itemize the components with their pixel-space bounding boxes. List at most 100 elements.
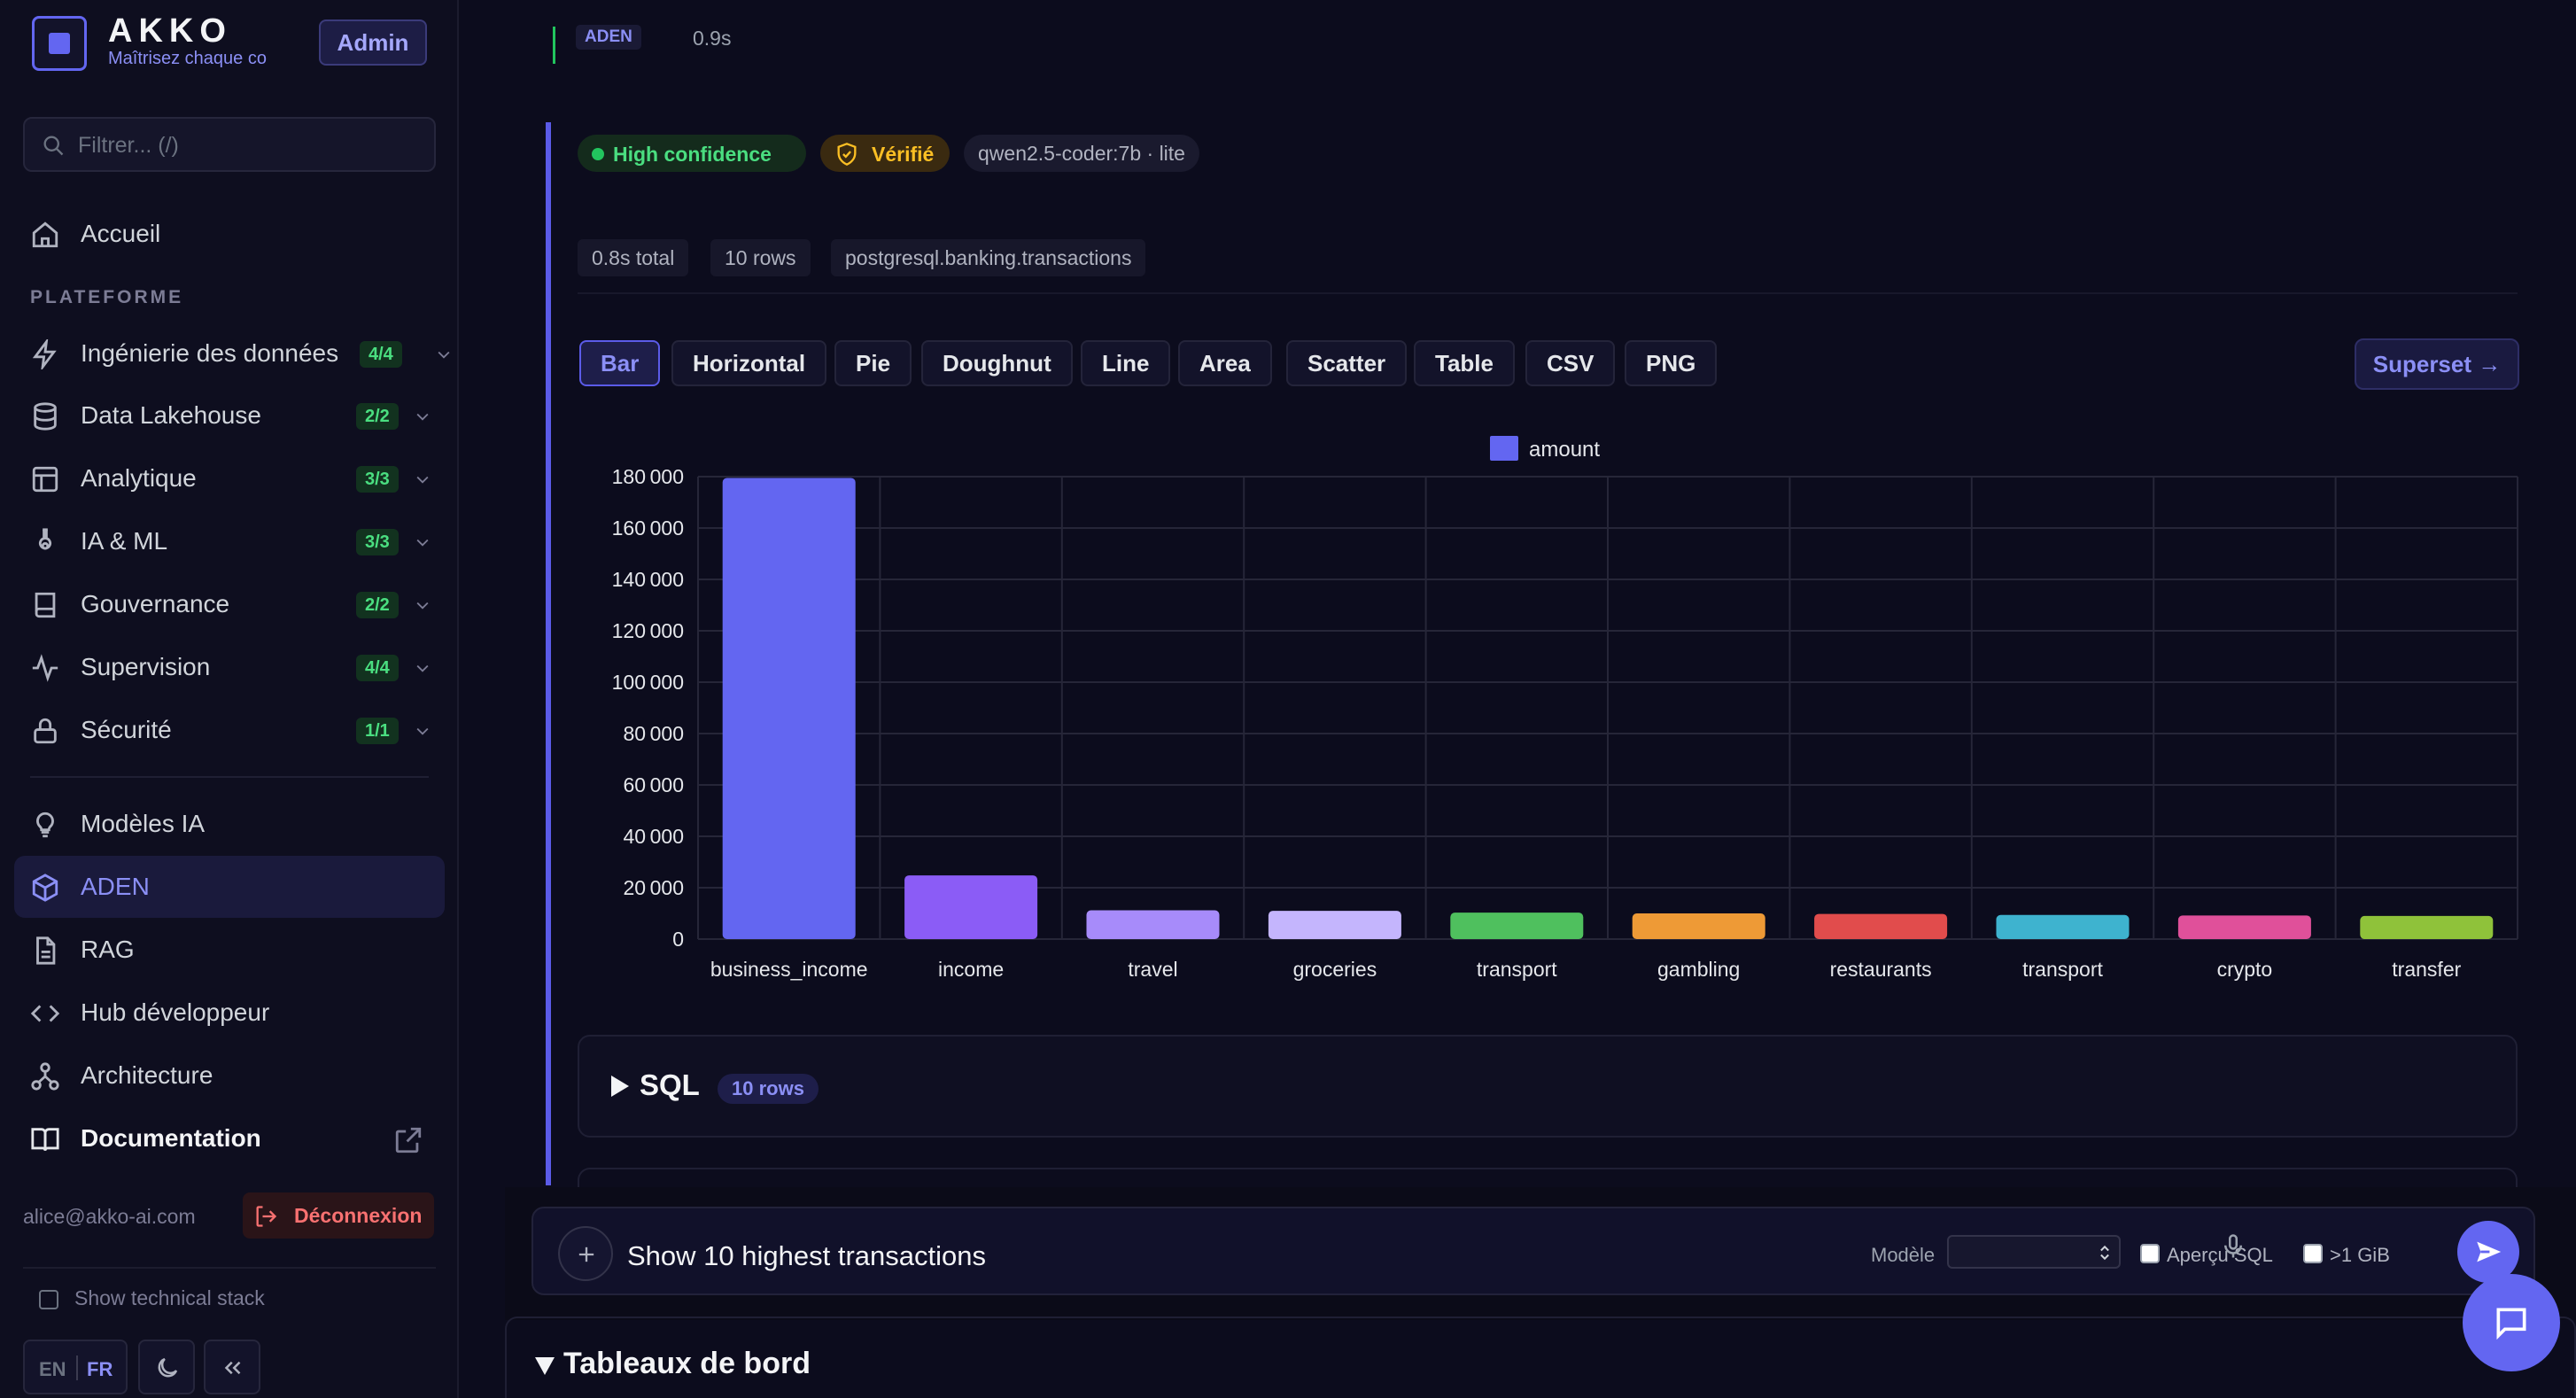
bar — [1632, 913, 1765, 939]
x-tick-label: transfer — [2392, 958, 2461, 981]
dashboards-title[interactable]: Tableaux de bord — [535, 1347, 811, 1381]
database-icon — [34, 402, 57, 431]
chevron-down-icon — [416, 539, 429, 547]
sidebar-item-label: Architecture — [81, 1061, 213, 1089]
chat-assistant-button[interactable] — [2463, 1274, 2560, 1371]
sidebar-item-label: Modèles IA — [81, 810, 206, 837]
over-1gib-checkbox[interactable] — [2303, 1244, 2323, 1263]
stat-row-count: 10 rows — [710, 239, 811, 276]
language-switch[interactable]: EN FR — [23, 1340, 128, 1394]
brand-name: AKKO — [108, 12, 232, 50]
y-tick-label: 120 000 — [612, 619, 684, 642]
sidebar-group-gouvernance[interactable]: Gouvernance 2/2 — [14, 573, 445, 635]
sidebar-group-supervision[interactable]: Supervision 4/4 — [14, 636, 445, 698]
chart-type-line-button[interactable]: Line — [1081, 340, 1171, 386]
bar-chart: 0 20 000 40 000 60 000 80 000 100 000 120 000 1… — [612, 436, 2518, 981]
lang-en-option[interactable]: EN — [39, 1358, 66, 1380]
x-tick-label: transport — [2022, 958, 2103, 981]
sql-rows-badge: 10 rows — [718, 1074, 819, 1104]
show-tech-stack-label: Show technical stack — [74, 1286, 265, 1309]
lightning-icon — [32, 339, 57, 369]
legend-swatch — [1490, 436, 1518, 461]
y-tick-label: 180 000 — [612, 465, 684, 488]
show-tech-stack-checkbox[interactable] — [39, 1290, 58, 1309]
question-input[interactable] — [627, 1237, 1513, 1276]
bar — [1086, 910, 1220, 939]
chart-type-scatter-button[interactable]: Scatter — [1286, 340, 1408, 386]
admin-badge: Admin — [319, 19, 427, 66]
sidebar-divider — [30, 776, 429, 778]
sidebar-item-modeles-ia[interactable]: Modèles IA — [14, 793, 445, 855]
over-1gib-label: >1 GiB — [2330, 1244, 2390, 1266]
sidebar-group-analytique[interactable]: Analytique 3/3 — [14, 447, 445, 509]
brand-tagline: Maîtrisez chaque co — [108, 49, 267, 68]
x-tick-label: groceries — [1293, 958, 1377, 981]
send-button[interactable] — [2457, 1221, 2519, 1283]
akko-logo-icon[interactable] — [32, 16, 87, 71]
external-link-icon[interactable] — [393, 1125, 423, 1155]
y-tick-label: 160 000 — [612, 516, 684, 540]
chart-type-bar-button[interactable]: Bar — [579, 340, 661, 386]
sidebar-group-securite[interactable]: Sécurité 1/1 — [14, 699, 445, 761]
open-superset-button[interactable]: Superset → — [2355, 338, 2519, 390]
chevrons-left-icon — [224, 1361, 241, 1375]
chart-type-pie-button[interactable]: Pie — [834, 340, 912, 386]
bar — [904, 875, 1038, 939]
sidebar-group-count: 3/3 — [356, 466, 399, 493]
export-csv-button[interactable]: CSV — [1525, 340, 1616, 386]
chevron-down-icon — [416, 476, 429, 484]
sidebar-group-data-engineering[interactable]: Ingénierie des données 4/4 — [14, 322, 450, 384]
dashboards-title-text: Tableaux de bord — [563, 1347, 811, 1380]
chart-type-area-button[interactable]: Area — [1178, 340, 1272, 386]
sidebar-item-label: Documentation — [81, 1124, 261, 1152]
bulb-icon — [36, 812, 54, 838]
moon-icon — [158, 1357, 178, 1378]
model-select[interactable] — [1947, 1235, 2121, 1269]
logout-icon — [256, 1206, 277, 1227]
activity-icon — [32, 654, 58, 682]
attach-button[interactable] — [558, 1226, 613, 1281]
sidebar-group-count: 1/1 — [356, 718, 399, 744]
export-png-button[interactable]: PNG — [1625, 340, 1718, 386]
open-book-icon — [31, 1128, 59, 1152]
file-icon — [36, 936, 56, 965]
sql-panel-title: SQL — [640, 1068, 700, 1101]
y-tick-label: 20 000 — [623, 876, 684, 899]
sql-panel[interactable]: SQL 10 rows — [578, 1035, 2518, 1138]
sidebar-group-data-lakehouse[interactable]: Data Lakehouse 2/2 — [14, 384, 445, 447]
select-arrows-icon — [2100, 1245, 2109, 1261]
chevron-down-icon — [416, 602, 429, 610]
logout-label: Déconnexion — [294, 1204, 423, 1227]
logout-button[interactable]: Déconnexion — [243, 1192, 434, 1239]
sidebar-filter-input[interactable] — [78, 128, 423, 163]
layout-icon — [32, 466, 58, 493]
sql-preview-label: Aperçu SQL — [2167, 1244, 2273, 1266]
status-dot-icon — [592, 148, 604, 160]
theme-toggle-button[interactable] — [138, 1340, 195, 1394]
sidebar-item-architecture[interactable]: Architecture — [14, 1045, 445, 1107]
confidence-badge: High confidence — [578, 135, 806, 172]
chevron-down-icon — [416, 413, 429, 421]
bar — [1268, 911, 1401, 939]
sidebar-group-ia-ml[interactable]: IA & ML 3/3 — [14, 510, 445, 572]
sidebar-item-hub-developpeur[interactable]: Hub développeur — [14, 982, 445, 1044]
collapse-triangle-icon[interactable] — [535, 1357, 555, 1375]
sql-preview-checkbox[interactable] — [2140, 1244, 2160, 1263]
lang-fr-option[interactable]: FR — [87, 1358, 113, 1380]
chart-type-horizontal-button[interactable]: Horizontal — [671, 340, 827, 386]
sidebar-item-documentation[interactable]: Documentation — [14, 1107, 445, 1169]
sidebar: AKKO Maîtrisez chaque co Admin Accueil P… — [0, 0, 459, 1398]
chart-type-doughnut-button[interactable]: Doughnut — [921, 340, 1073, 386]
cube-icon — [32, 874, 58, 902]
collapse-sidebar-button[interactable] — [204, 1340, 260, 1394]
sidebar-item-accueil[interactable]: Accueil — [14, 203, 445, 265]
bar — [1814, 913, 1948, 939]
expand-triangle-icon — [611, 1076, 629, 1097]
sidebar-group-count: 4/4 — [356, 655, 399, 681]
chevron-down-icon — [416, 727, 429, 735]
stat-source-table: postgresql.banking.transactions — [831, 239, 1146, 276]
sidebar-item-aden[interactable]: ADEN — [14, 856, 445, 918]
chart-type-table-button[interactable]: Table — [1414, 340, 1515, 386]
sidebar-item-rag[interactable]: RAG — [14, 919, 445, 981]
microphone-icon[interactable] — [2220, 1231, 2246, 1262]
